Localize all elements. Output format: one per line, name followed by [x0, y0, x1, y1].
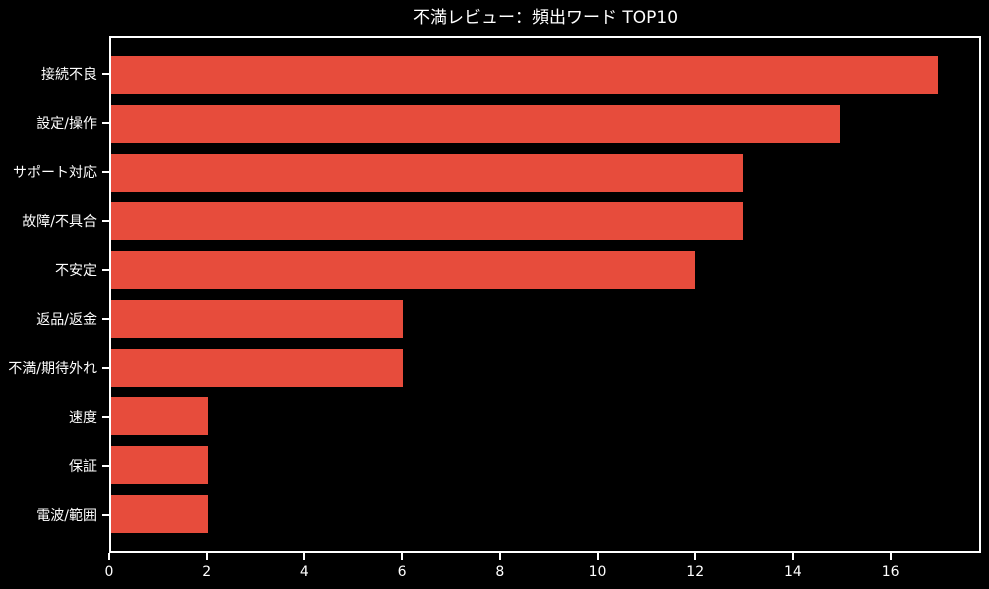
- y-label-row: 電波/範囲: [0, 491, 109, 540]
- bar-8: [111, 397, 209, 436]
- bar-row: [111, 441, 979, 490]
- y-tick-label: 電波/範囲: [36, 508, 97, 525]
- y-tick-mark: [102, 170, 109, 173]
- x-tick-label: 8: [495, 564, 505, 580]
- x-tick-mark: [303, 553, 306, 560]
- y-label-row: 故障/不具合: [0, 196, 109, 245]
- x-tick-label: 10: [588, 564, 607, 580]
- bar-row: [111, 392, 979, 441]
- y-tick-mark: [102, 318, 109, 321]
- y-tick-mark: [102, 72, 109, 75]
- y-label-row: 不満/期待外れ: [0, 344, 109, 393]
- x-tick-label: 14: [783, 564, 802, 580]
- bar-1: [111, 56, 938, 95]
- bar-row: [111, 295, 979, 344]
- y-tick-mark: [102, 465, 109, 468]
- y-tick-label: 不安定: [55, 262, 97, 279]
- y-tick-label: 不満/期待外れ: [8, 361, 97, 378]
- y-tick-mark: [102, 367, 109, 370]
- y-label-row: 返品/返金: [0, 294, 109, 343]
- bar-row: [111, 489, 979, 538]
- y-tick-label: 接続不良: [41, 66, 97, 83]
- y-tick-label: 速度: [69, 410, 97, 427]
- y-label-row: 保証: [0, 442, 109, 491]
- bar-6: [111, 299, 403, 338]
- x-tick-mark: [108, 553, 110, 560]
- bar-10: [111, 494, 209, 533]
- plot-area: [109, 36, 981, 553]
- x-tick-mark: [205, 553, 208, 560]
- bar-row: [111, 148, 979, 197]
- x-axis: 0 2 4 6 8 10 12 14 16: [105, 553, 981, 589]
- x-tick-mark: [791, 553, 794, 560]
- chart-title: 不満レビュー：頻出ワード TOP10: [412, 8, 679, 28]
- x-tick-mark: [694, 553, 697, 560]
- bar-5: [111, 251, 695, 290]
- x-tick-label: 4: [299, 564, 309, 580]
- y-tick-mark: [102, 219, 109, 222]
- bar-4: [111, 202, 744, 241]
- y-tick-mark: [102, 514, 109, 517]
- y-label-row: 速度: [0, 393, 109, 442]
- bar-row: [111, 100, 979, 149]
- x-tick-mark: [889, 553, 892, 560]
- x-tick-label: 0: [104, 564, 114, 580]
- bar-row: [111, 51, 979, 100]
- x-tick-label: 16: [881, 564, 900, 580]
- y-tick-label: 故障/不具合: [22, 213, 97, 230]
- y-label-row: 設定/操作: [0, 98, 109, 147]
- y-tick-label: サポート対応: [13, 164, 97, 181]
- y-axis: 接続不良設定/操作サポート対応故障/不具合不安定返品/返金不満/期待外れ速度保証…: [0, 36, 109, 553]
- x-tick-label: 6: [397, 564, 407, 580]
- bar-row: [111, 343, 979, 392]
- bar-7: [111, 348, 403, 387]
- bar-9: [111, 445, 209, 484]
- y-tick-mark: [102, 268, 109, 271]
- y-label-row: サポート対応: [0, 147, 109, 196]
- y-tick-label: 設定/操作: [36, 115, 97, 132]
- x-tick-label: 2: [202, 564, 212, 580]
- x-tick-label: 12: [686, 564, 705, 580]
- bar-2: [111, 105, 841, 144]
- y-tick-mark: [102, 121, 109, 124]
- bar-row: [111, 197, 979, 246]
- bar-3: [111, 153, 744, 192]
- bars-container: [111, 38, 979, 551]
- y-tick-label: 返品/返金: [36, 312, 97, 329]
- x-tick-mark: [498, 553, 501, 560]
- x-tick-mark: [596, 553, 599, 560]
- x-tick-mark: [401, 553, 404, 560]
- y-tick-mark: [102, 416, 109, 419]
- y-tick-label: 保証: [69, 459, 97, 476]
- bar-row: [111, 246, 979, 295]
- y-label-row: 接続不良: [0, 49, 109, 98]
- y-label-row: 不安定: [0, 245, 109, 294]
